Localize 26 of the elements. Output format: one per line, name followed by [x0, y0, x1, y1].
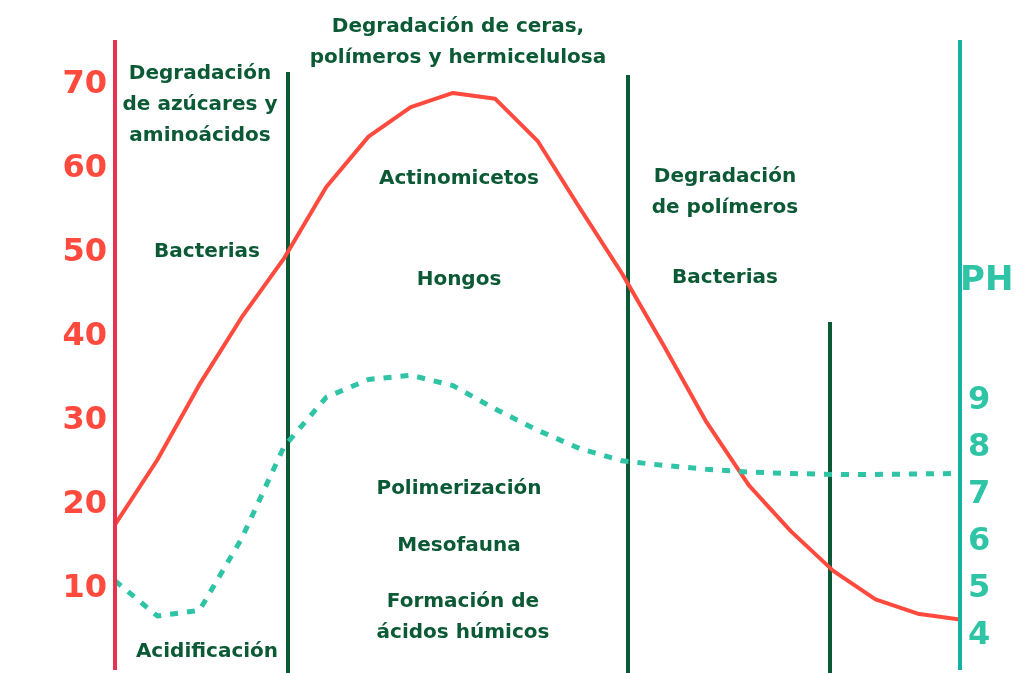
- y2-tick-label: 5: [968, 566, 991, 605]
- y2-axis-title: PH: [960, 258, 1014, 298]
- y-tick-label: 70: [62, 63, 107, 102]
- y-tick-label: 40: [62, 315, 107, 354]
- y2-tick-label: 4: [968, 613, 991, 652]
- annotation: Formación de ácidos húmicos: [375, 587, 551, 645]
- annotation: Acidificación: [134, 637, 280, 664]
- y-tick-label: 10: [62, 567, 107, 606]
- annotation: Bacterias: [671, 263, 779, 290]
- annotation: Polimerización: [375, 474, 543, 501]
- y2-tick-label: 7: [968, 472, 991, 511]
- annotation: Actinomicetos: [377, 164, 541, 191]
- y2-tick-label: 8: [968, 425, 991, 464]
- y-tick-label: 20: [62, 483, 107, 522]
- y-tick-label: 60: [62, 147, 107, 186]
- annotation: Degradación de polímeros: [650, 162, 800, 220]
- y2-tick-label: 9: [968, 378, 991, 417]
- annotation: Hongos: [415, 265, 503, 292]
- annotation: Bacterias: [154, 238, 260, 262]
- annotation: Degradación de azúcares y aminoácidos: [122, 60, 278, 146]
- annotation: Mesofauna: [396, 531, 522, 558]
- line-series: [115, 90, 960, 622]
- y-tick-label: 30: [62, 399, 107, 438]
- annotation: Degradación de ceras, polímeros y hermicelulosa: [308, 12, 608, 70]
- y-tick-label: 50: [62, 231, 107, 270]
- y2-tick-label: 6: [968, 519, 991, 558]
